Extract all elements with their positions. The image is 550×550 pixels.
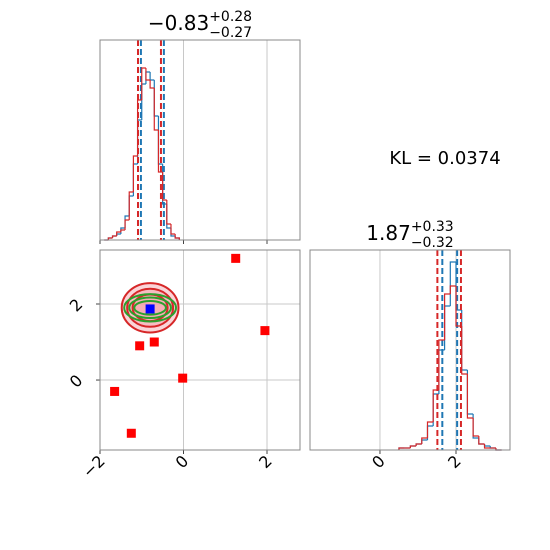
histogram-step [409,445,417,448]
contour [133,299,167,316]
histogram-step [461,326,468,375]
histogram-step [132,163,138,196]
histogram-step [449,285,457,294]
histogram-step [124,219,130,230]
histogram-step [444,305,451,350]
panel-title: −0.83+0.28 −0.27 [148,9,252,41]
point [260,326,270,336]
point [126,428,136,438]
best-point [145,304,155,314]
histogram-step [466,374,474,419]
y-tick-label: 2 [66,295,87,316]
histogram-step [149,80,155,89]
histogram-step [421,437,428,444]
contour [128,296,172,320]
histogram-step [128,191,134,220]
histogram-step [162,172,167,201]
histogram-step [153,88,159,131]
histogram-step [426,421,434,438]
histogram-step [472,418,479,437]
histogram-step [124,215,130,228]
histogram-step [153,80,159,117]
histogram-step [107,237,113,240]
x-tick-label: 2 [255,451,276,472]
kl-annotation: KL = 0.0374 [389,148,500,169]
point [231,253,241,263]
histogram-step [449,261,457,306]
histogram-step [170,228,176,237]
histogram-step [132,155,138,192]
histogram-step [141,67,146,100]
histogram-step [174,234,180,240]
histogram-step [170,224,176,235]
histogram-step [116,233,121,236]
histogram-step [478,436,485,445]
histogram-step [472,414,479,439]
point [135,341,145,351]
contour [123,293,177,323]
point [178,373,188,383]
histogram-step [426,425,434,440]
title-value: −0.83 [148,11,209,35]
histogram-step [398,447,405,450]
panel-title: 1.87+0.33 −0.32 [366,219,453,251]
histogram-step [466,370,474,415]
axes-frame [99,39,301,241]
histogram-step [438,339,445,390]
x-tick-label: 0 [172,451,193,472]
point [149,337,159,347]
histogram-step [149,72,155,81]
histogram-step [455,286,462,327]
histogram-step [145,71,151,84]
histogram-step [166,200,171,225]
histogram-step [141,83,146,120]
histogram-step [116,231,121,236]
histogram-step [421,439,428,444]
histogram-step [111,235,117,238]
histogram-step [444,293,451,340]
title-upper: +0.28 [209,9,252,25]
point [110,386,120,396]
histogram-step [120,229,126,232]
axes-frame [99,249,301,451]
title-upper: +0.33 [411,219,454,235]
y-tick-label: 0 [66,371,87,392]
histogram-step [145,68,151,81]
title-lower: −0.27 [209,25,252,41]
title-value: 1.87 [366,221,411,245]
histogram-step [128,195,134,216]
x-tick-label: −2 [79,451,109,481]
histogram-step [483,444,491,447]
histogram-step [461,310,468,371]
histogram-step [415,443,422,446]
histogram-step [483,444,491,449]
histogram-step [478,438,485,445]
histogram-step [120,227,126,234]
title-lower: −0.32 [411,235,454,251]
x-tick-label: 0 [368,451,389,472]
x-tick-label: 2 [444,451,465,472]
axes-frame [309,249,511,451]
